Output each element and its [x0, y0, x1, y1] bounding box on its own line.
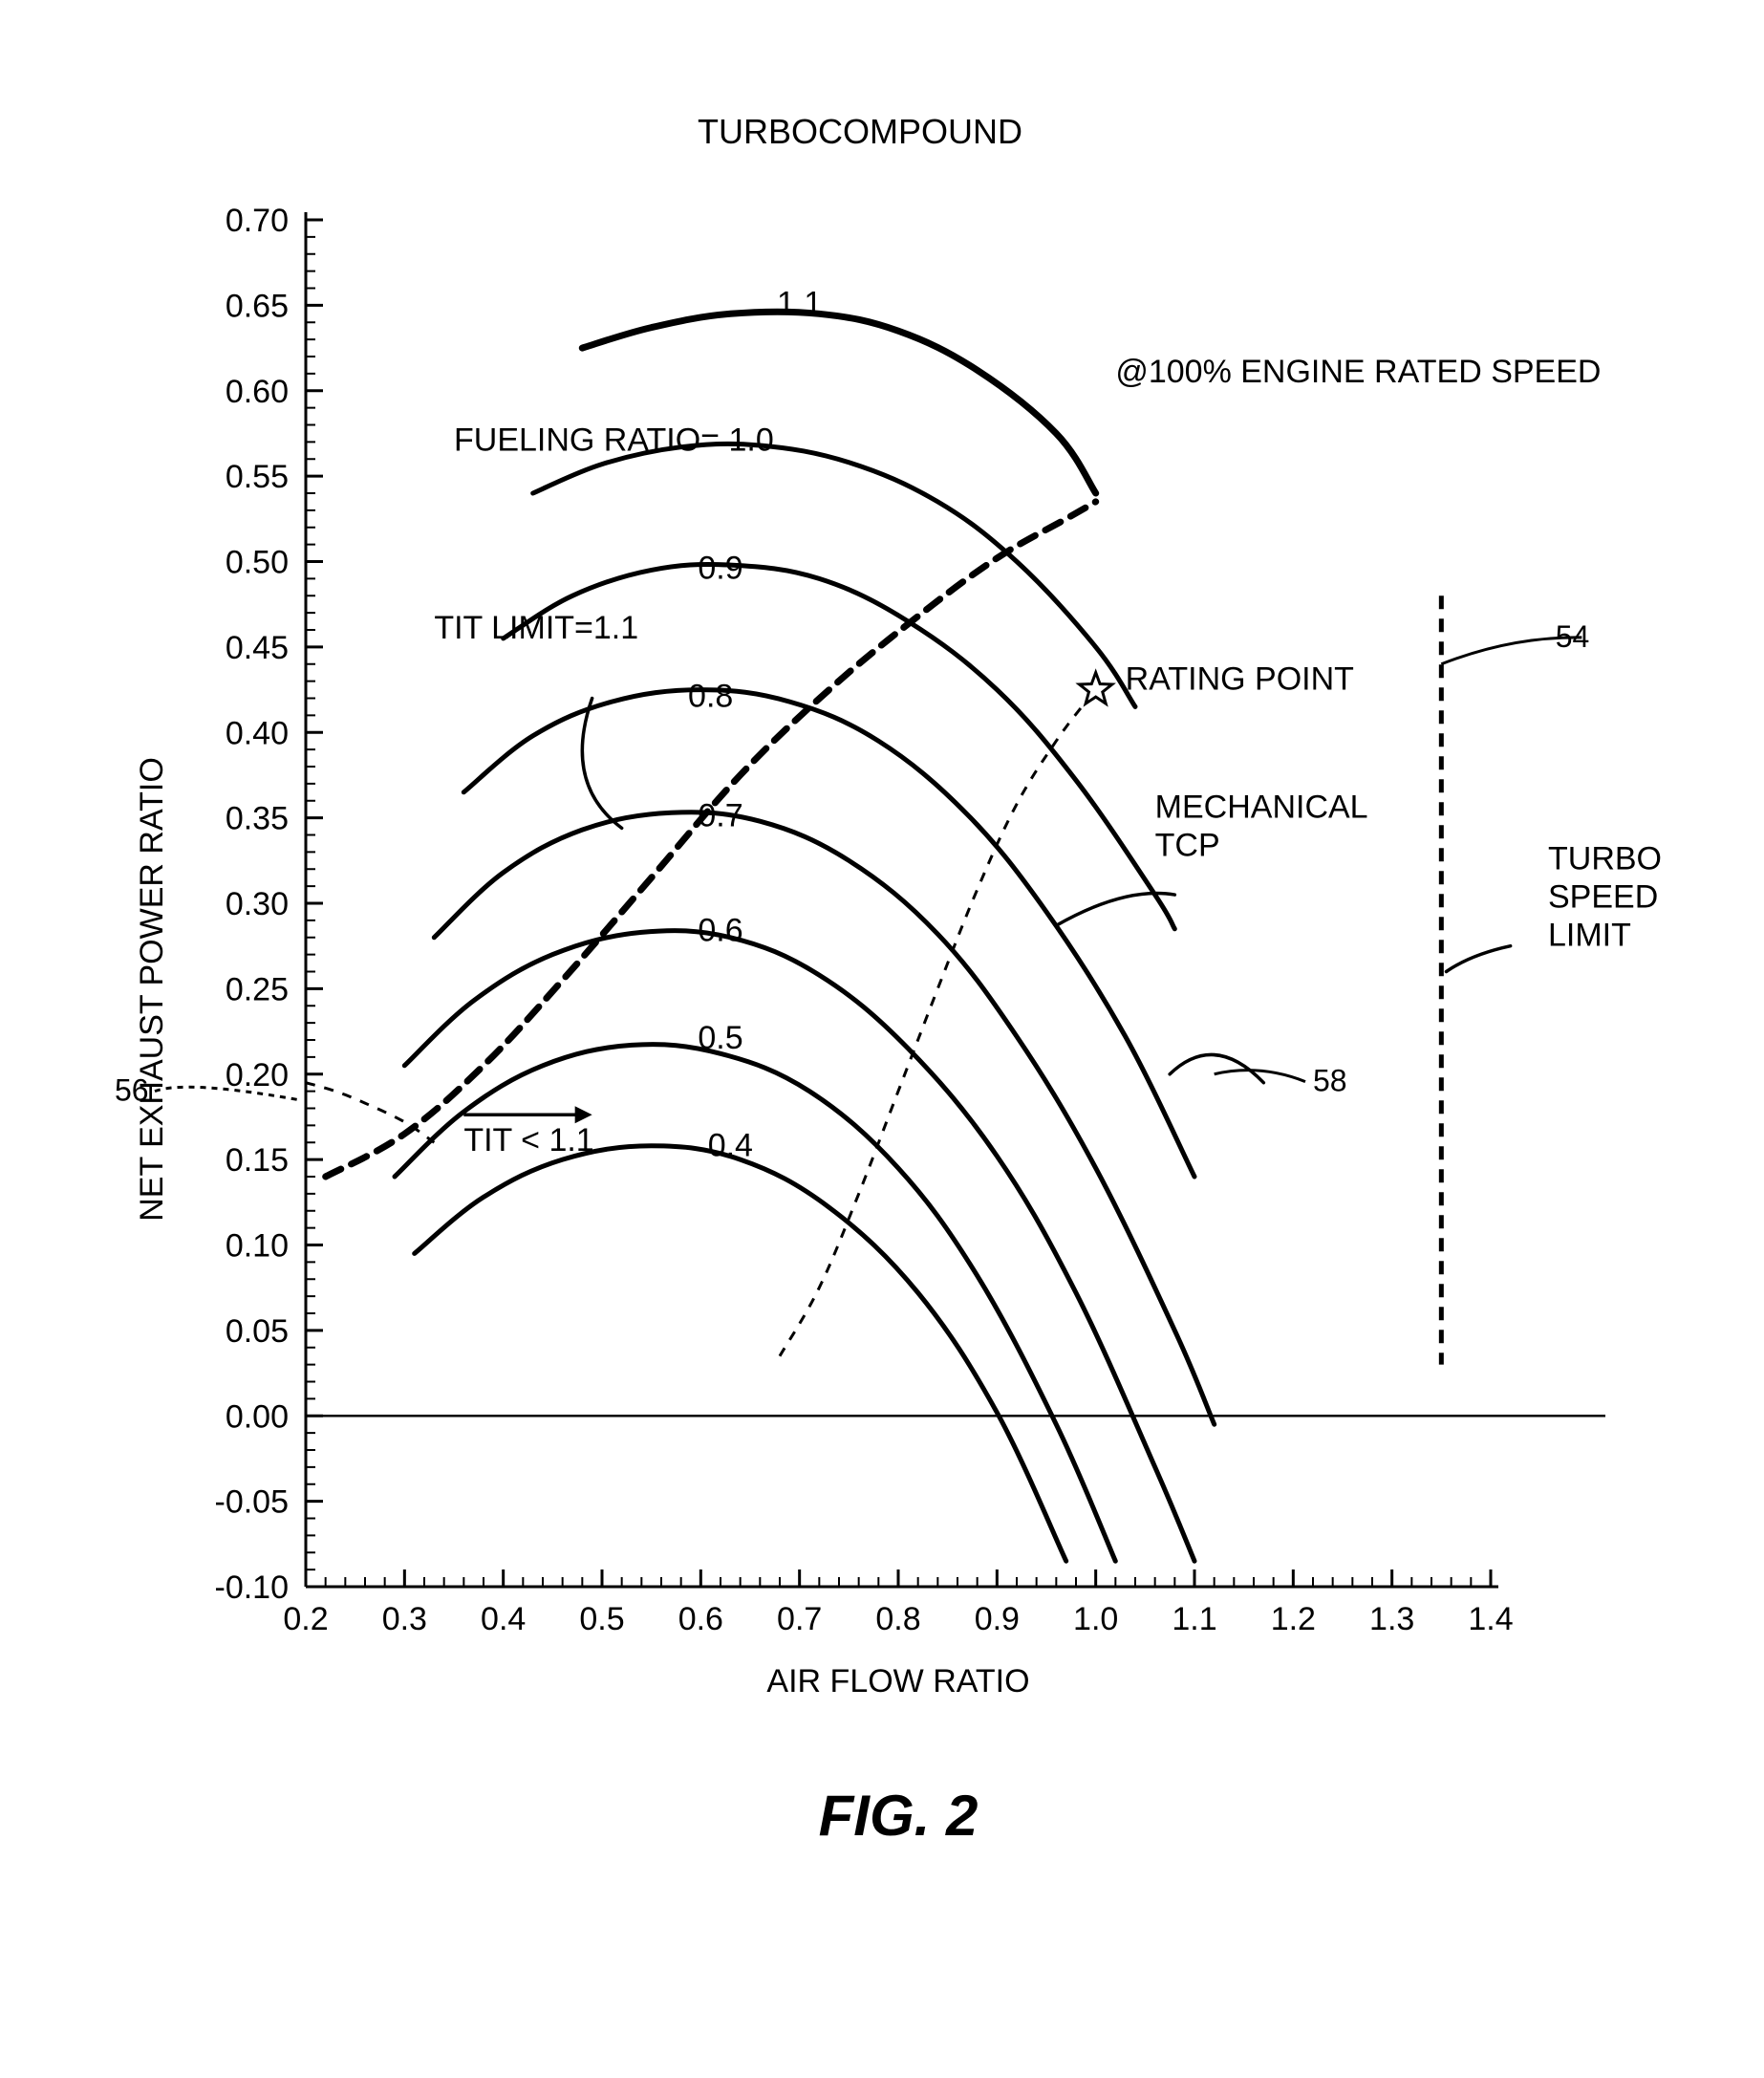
- y-tick-label: 0.45: [226, 630, 289, 666]
- y-tick-label: 0.60: [226, 374, 289, 410]
- y-tick-label: -0.10: [215, 1569, 290, 1606]
- fueling-ratio-curve: [582, 312, 1095, 493]
- squiggle-leader: [1170, 1054, 1263, 1082]
- x-tick-label: 0.7: [777, 1601, 822, 1637]
- annotation-engine-speed: @100% ENGINE RATED SPEED: [1115, 354, 1601, 390]
- x-tick-label: 1.4: [1468, 1601, 1513, 1637]
- tit-limit-curve: [326, 502, 1096, 1177]
- y-tick-label: 0.00: [226, 1398, 289, 1435]
- fueling-ratio-curve: [415, 1146, 1066, 1561]
- callout-58: 58: [1313, 1064, 1347, 1098]
- annotation-fueling-ratio: FUELING RATIO= 1.0: [454, 422, 774, 458]
- annotation-turbo-l3: LIMIT: [1548, 917, 1631, 953]
- squiggle-leader: [1447, 946, 1511, 972]
- x-tick-label: 0.4: [481, 1601, 526, 1637]
- annotation-mechanical-l2: TCP: [1155, 828, 1220, 864]
- x-tick-label: 0.6: [678, 1601, 723, 1637]
- curve-value-label: 0.6: [698, 912, 742, 948]
- x-tick-label: 0.9: [975, 1601, 1020, 1637]
- y-tick-label: -0.05: [215, 1484, 290, 1521]
- y-tick-label: 0.55: [226, 459, 289, 495]
- tit-arrow-head-icon: [575, 1106, 592, 1123]
- y-axis-label: NET EXHAUST POWER RATIO: [134, 757, 170, 1222]
- chart-top-title: TURBOCOMPOUND: [698, 112, 1022, 151]
- x-tick-label: 0.5: [579, 1601, 624, 1637]
- x-tick-label: 0.8: [875, 1601, 920, 1637]
- x-tick-label: 0.2: [283, 1601, 328, 1637]
- curve-value-label: 0.9: [698, 550, 742, 586]
- y-tick-label: 0.50: [226, 545, 289, 581]
- y-tick-label: 0.35: [226, 801, 289, 837]
- curve-value-label: 1.1: [777, 285, 822, 321]
- figure-container: TURBOCOMPOUND -0.10 -0.05 0.00 0.05 0.10 0.15 0…: [0, 0, 1764, 2073]
- y-tick-label: 0.30: [226, 886, 289, 922]
- annotation-tit-limit: TIT LIMIT=1.1: [434, 610, 638, 646]
- x-axis-label: AIR FLOW RATIO: [766, 1663, 1029, 1699]
- mechanical-tcp-curve: [780, 690, 1096, 1356]
- rating-point-star-icon: [1080, 673, 1112, 704]
- x-tick-label: 0.3: [382, 1601, 427, 1637]
- figure-caption: FIG. 2: [819, 1784, 979, 1848]
- squiggle-leader: [582, 699, 621, 829]
- y-tick-label: 0.25: [226, 971, 289, 1007]
- curve-value-label: 0.4: [708, 1128, 753, 1164]
- y-tick-label: 0.05: [226, 1313, 289, 1350]
- annotation-turbo-l1: TURBO: [1548, 840, 1662, 877]
- x-tick-label: 1.1: [1172, 1601, 1216, 1637]
- annotation-tit-lt: TIT < 1.1: [463, 1122, 593, 1158]
- curve-value-label: 0.8: [688, 678, 733, 714]
- annotation-mechanical-l1: MECHANICAL: [1155, 790, 1368, 826]
- y-tick-label: 0.70: [226, 203, 289, 239]
- y-tick-label: 0.10: [226, 1228, 289, 1265]
- chart-svg: TURBOCOMPOUND -0.10 -0.05 0.00 0.05 0.10 0.15 0…: [0, 0, 1764, 2073]
- x-tick-label: 1.3: [1369, 1601, 1414, 1637]
- x-tick-label: 1.0: [1073, 1601, 1118, 1637]
- annotation-turbo-l2: SPEED: [1548, 878, 1658, 915]
- curve-value-label: 0.5: [698, 1020, 742, 1056]
- y-tick-label: 0.20: [226, 1057, 289, 1093]
- callout-56: 56: [115, 1073, 149, 1108]
- y-tick-label: 0.40: [226, 715, 289, 751]
- x-tick-label: 1.2: [1271, 1601, 1316, 1637]
- side-dashed-segment: [306, 1083, 434, 1143]
- y-tick-label: 0.65: [226, 288, 289, 324]
- y-tick-label: 0.15: [226, 1142, 289, 1179]
- annotation-rating-point: RATING POINT: [1126, 661, 1354, 698]
